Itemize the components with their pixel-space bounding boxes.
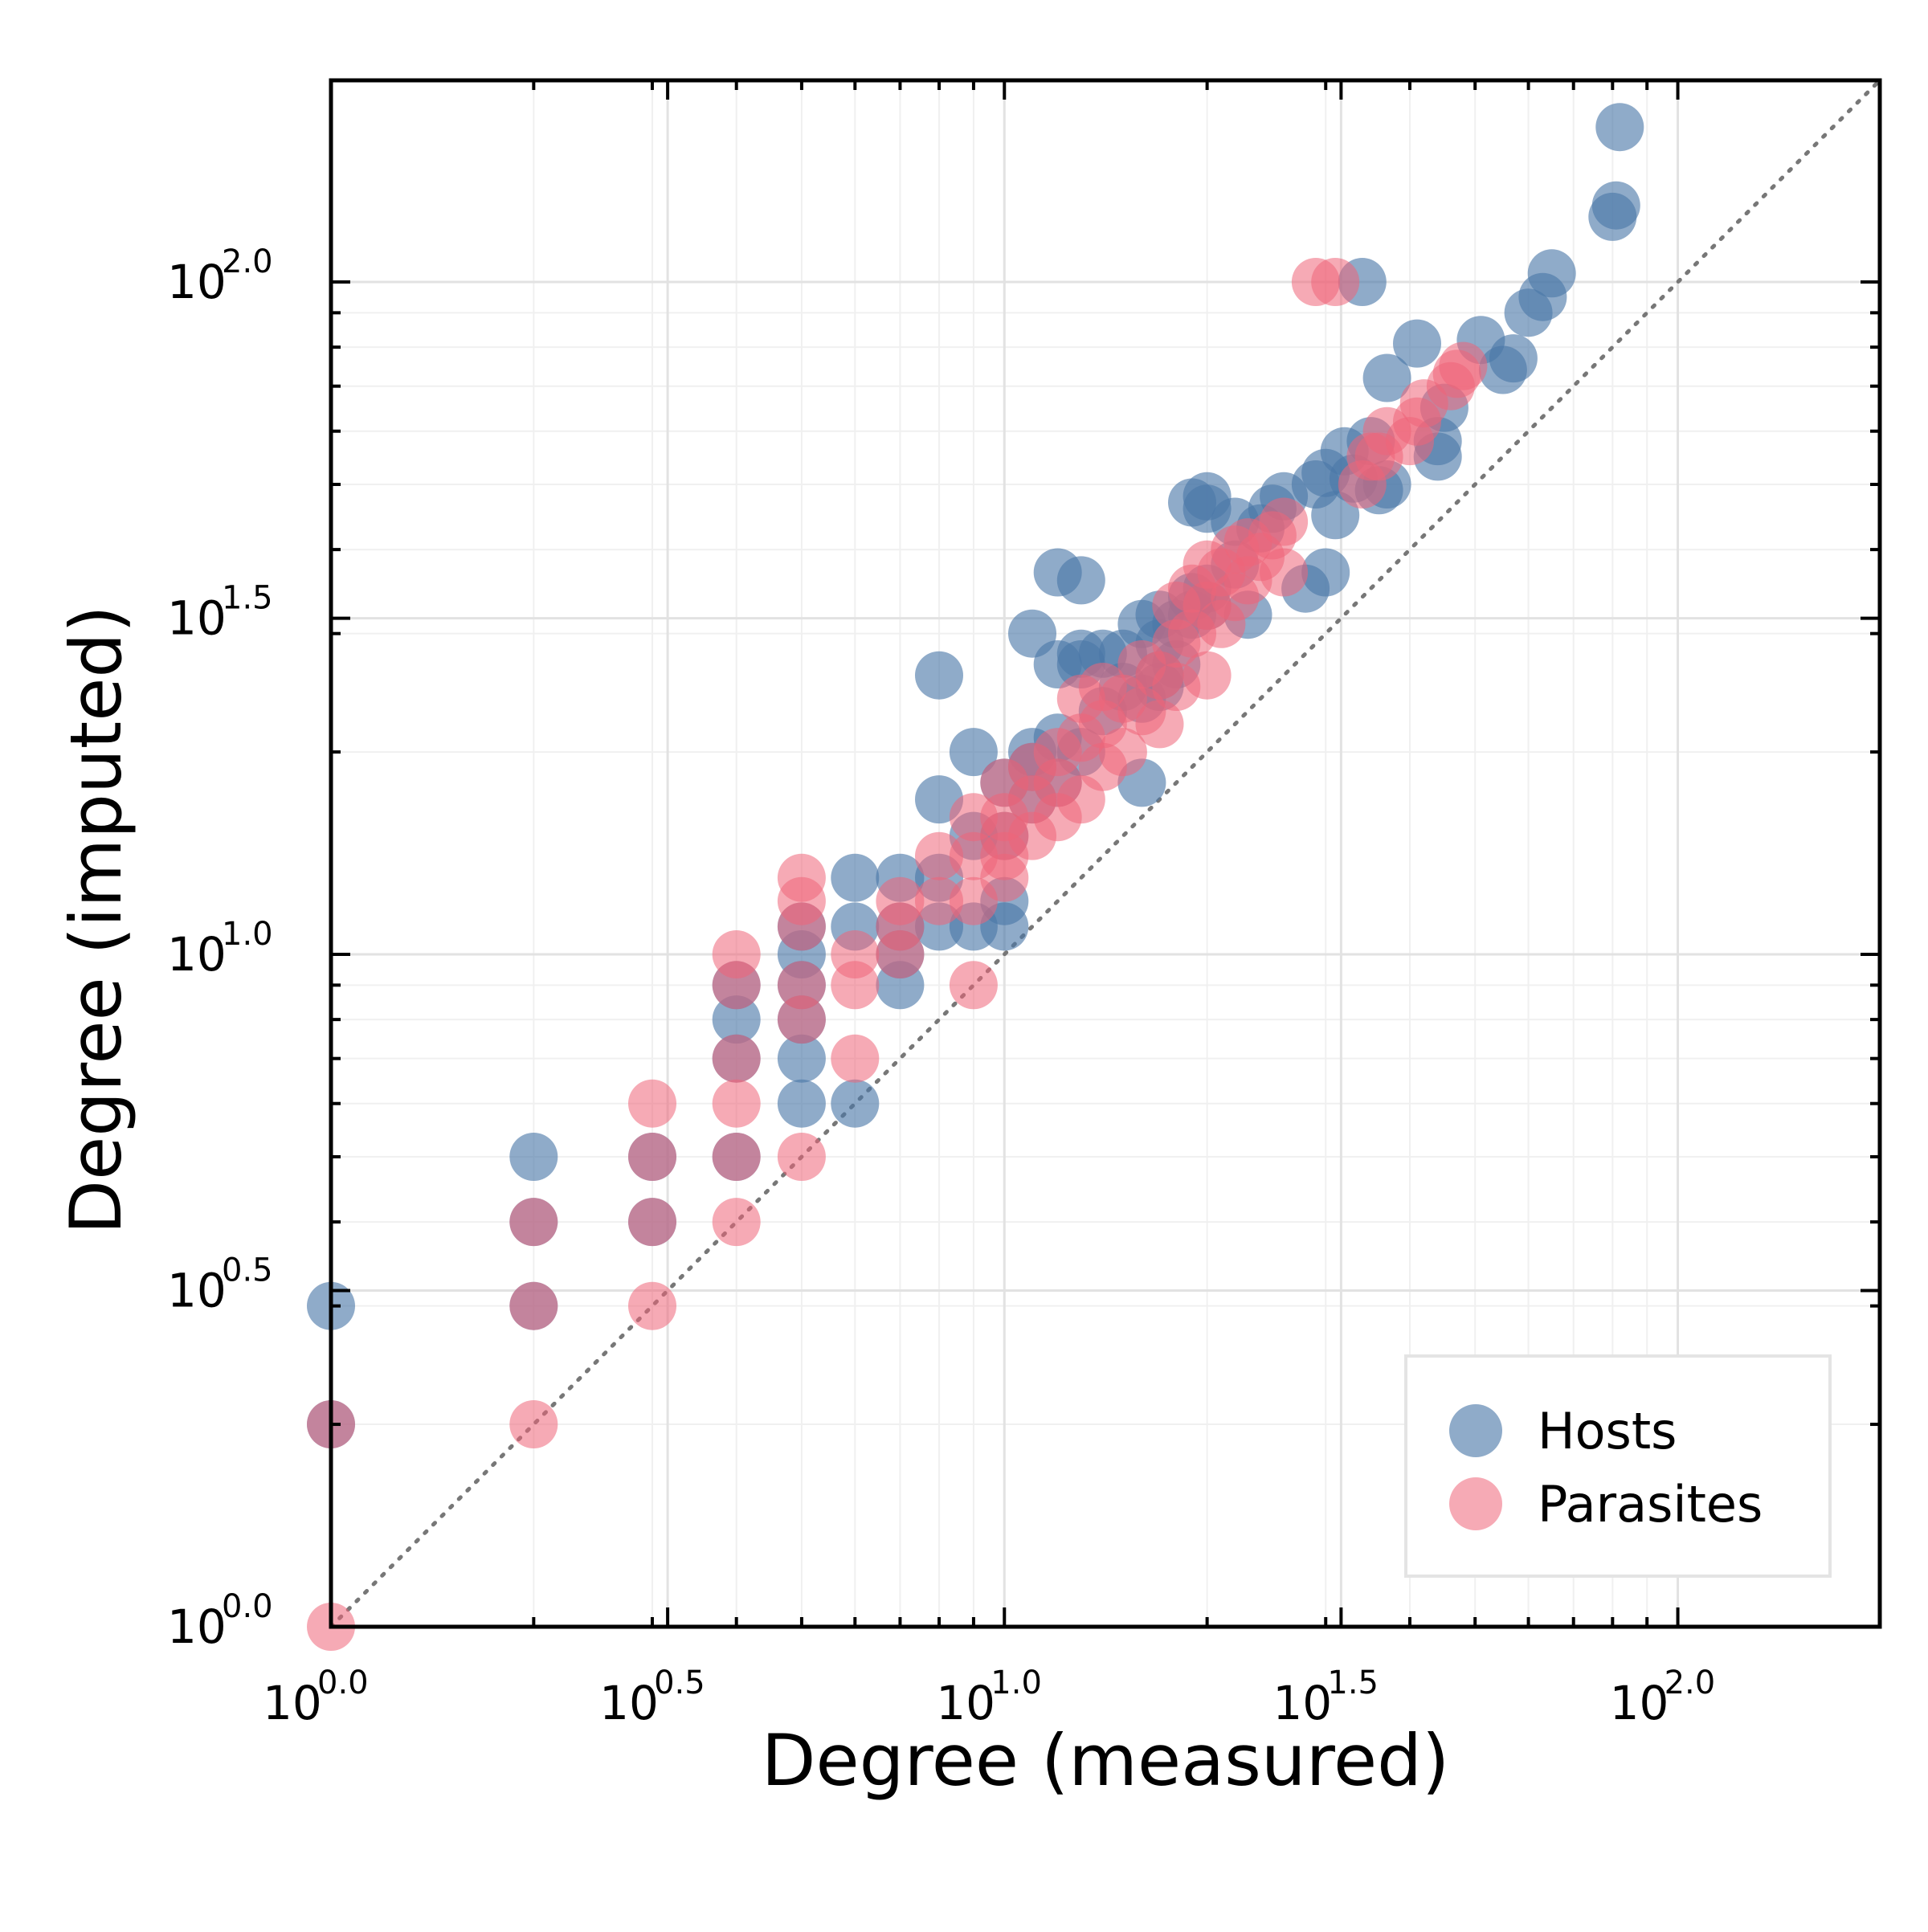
parasite-point xyxy=(712,1079,761,1128)
host-point xyxy=(915,651,963,700)
host-point xyxy=(949,728,998,777)
x-tick-label-base: 10 xyxy=(936,1676,995,1730)
host-point xyxy=(712,995,761,1044)
y-tick-label: 101.5 xyxy=(167,580,273,646)
host-point xyxy=(1489,334,1538,383)
axis-ticks xyxy=(329,80,1880,1628)
x-axis-label: Degree (measured) xyxy=(762,1719,1450,1802)
parasite-point xyxy=(876,876,925,925)
parasite-point xyxy=(1439,341,1488,390)
legend-hosts-marker xyxy=(1449,1404,1502,1457)
parasite-point xyxy=(1260,548,1309,597)
x-tick-label: 101.0 xyxy=(936,1664,1042,1730)
parasite-point xyxy=(949,961,998,1010)
y-tick-label-base: 10 xyxy=(167,927,227,982)
y-tick-label-exponent: 2.0 xyxy=(222,243,273,280)
parasite-point xyxy=(1098,728,1147,777)
host-point xyxy=(1527,249,1576,298)
x-tick-label-exponent: 0.5 xyxy=(654,1664,705,1701)
parasite-point xyxy=(1135,700,1184,749)
plot-frame xyxy=(329,78,1882,1629)
parasite-point xyxy=(628,1281,676,1330)
parasite-point xyxy=(712,930,761,978)
host-point xyxy=(1591,181,1640,230)
parasite-point xyxy=(712,1034,761,1083)
y-axis-label: Degree (imputed) xyxy=(55,605,137,1234)
y-tick-label-exponent: 1.5 xyxy=(222,580,273,617)
parasite-point xyxy=(509,1400,558,1448)
parasite-point xyxy=(777,961,826,1010)
y-tick-label-base: 10 xyxy=(167,255,227,309)
y-tick-label-base: 10 xyxy=(167,1264,227,1318)
y-tick-label-exponent: 0.0 xyxy=(222,1588,273,1625)
legend: Hosts Parasites xyxy=(1404,1354,1832,1578)
parasite-point xyxy=(1183,651,1232,700)
x-tick-label: 102.0 xyxy=(1610,1664,1716,1730)
x-tick-label-base: 10 xyxy=(599,1676,659,1730)
parasite-point xyxy=(628,1079,676,1128)
parasite-point xyxy=(777,1133,826,1181)
parasite-point xyxy=(777,995,826,1044)
y-tick-label-exponent: 0.5 xyxy=(222,1252,273,1289)
x-tick-label-exponent: 0.0 xyxy=(317,1664,369,1701)
host-point xyxy=(777,1034,826,1083)
x-tick-label-exponent: 1.5 xyxy=(1327,1664,1379,1701)
host-point xyxy=(777,1079,826,1128)
x-tick-label: 100.5 xyxy=(599,1664,705,1730)
parasite-point xyxy=(509,1198,558,1247)
y-tick-label: 102.0 xyxy=(167,243,273,309)
parasite-point xyxy=(628,1198,676,1247)
x-tick-label-exponent: 1.0 xyxy=(991,1664,1042,1701)
legend-parasites-marker xyxy=(1449,1477,1502,1530)
grid-lines xyxy=(329,80,1880,1628)
x-tick-label-base: 10 xyxy=(1610,1676,1669,1730)
parasite-point xyxy=(915,831,963,880)
host-point xyxy=(831,853,880,902)
parasite-point xyxy=(1260,497,1309,546)
host-point xyxy=(509,1133,558,1181)
x-tick-label-exponent: 2.0 xyxy=(1665,1664,1716,1701)
parasite-point xyxy=(712,1198,761,1247)
host-point xyxy=(1056,556,1105,605)
parasite-point xyxy=(777,853,826,902)
identity-reference-line xyxy=(329,78,1882,1629)
y-tick-label-base: 10 xyxy=(167,1599,227,1654)
parasite-point xyxy=(628,1133,676,1181)
x-tick-label-base: 10 xyxy=(263,1676,322,1730)
host-point xyxy=(1595,103,1644,152)
legend-parasites-label: Parasites xyxy=(1538,1475,1763,1534)
data-points xyxy=(307,103,1644,1651)
y-tick-label: 100.5 xyxy=(167,1252,273,1318)
y-tick-label: 101.0 xyxy=(167,916,273,982)
host-point xyxy=(1301,548,1350,597)
legend-box xyxy=(1404,1354,1832,1578)
series-parasites xyxy=(307,258,1488,1651)
x-tick-label: 100.0 xyxy=(263,1664,369,1730)
y-tick-label: 100.0 xyxy=(167,1588,273,1654)
parasite-point xyxy=(831,1034,880,1083)
legend-hosts-label: Hosts xyxy=(1538,1402,1677,1460)
host-point xyxy=(1393,319,1441,368)
parasite-point xyxy=(915,876,963,925)
tick-labels: 100.0 100.5 101.0 101.5 102.0100.0100.5101.0… xyxy=(167,243,1715,1730)
x-tick-label-base: 10 xyxy=(1272,1676,1332,1730)
parasite-point xyxy=(1311,258,1360,306)
y-tick-label-base: 10 xyxy=(167,591,227,646)
host-point xyxy=(831,1079,880,1128)
y-tick-label-exponent: 1.0 xyxy=(222,916,273,953)
parasite-point xyxy=(712,1133,761,1181)
parasite-point xyxy=(831,930,880,978)
parasite-point xyxy=(509,1281,558,1330)
host-point xyxy=(1362,353,1411,402)
x-tick-label: 101.5 xyxy=(1272,1664,1379,1730)
